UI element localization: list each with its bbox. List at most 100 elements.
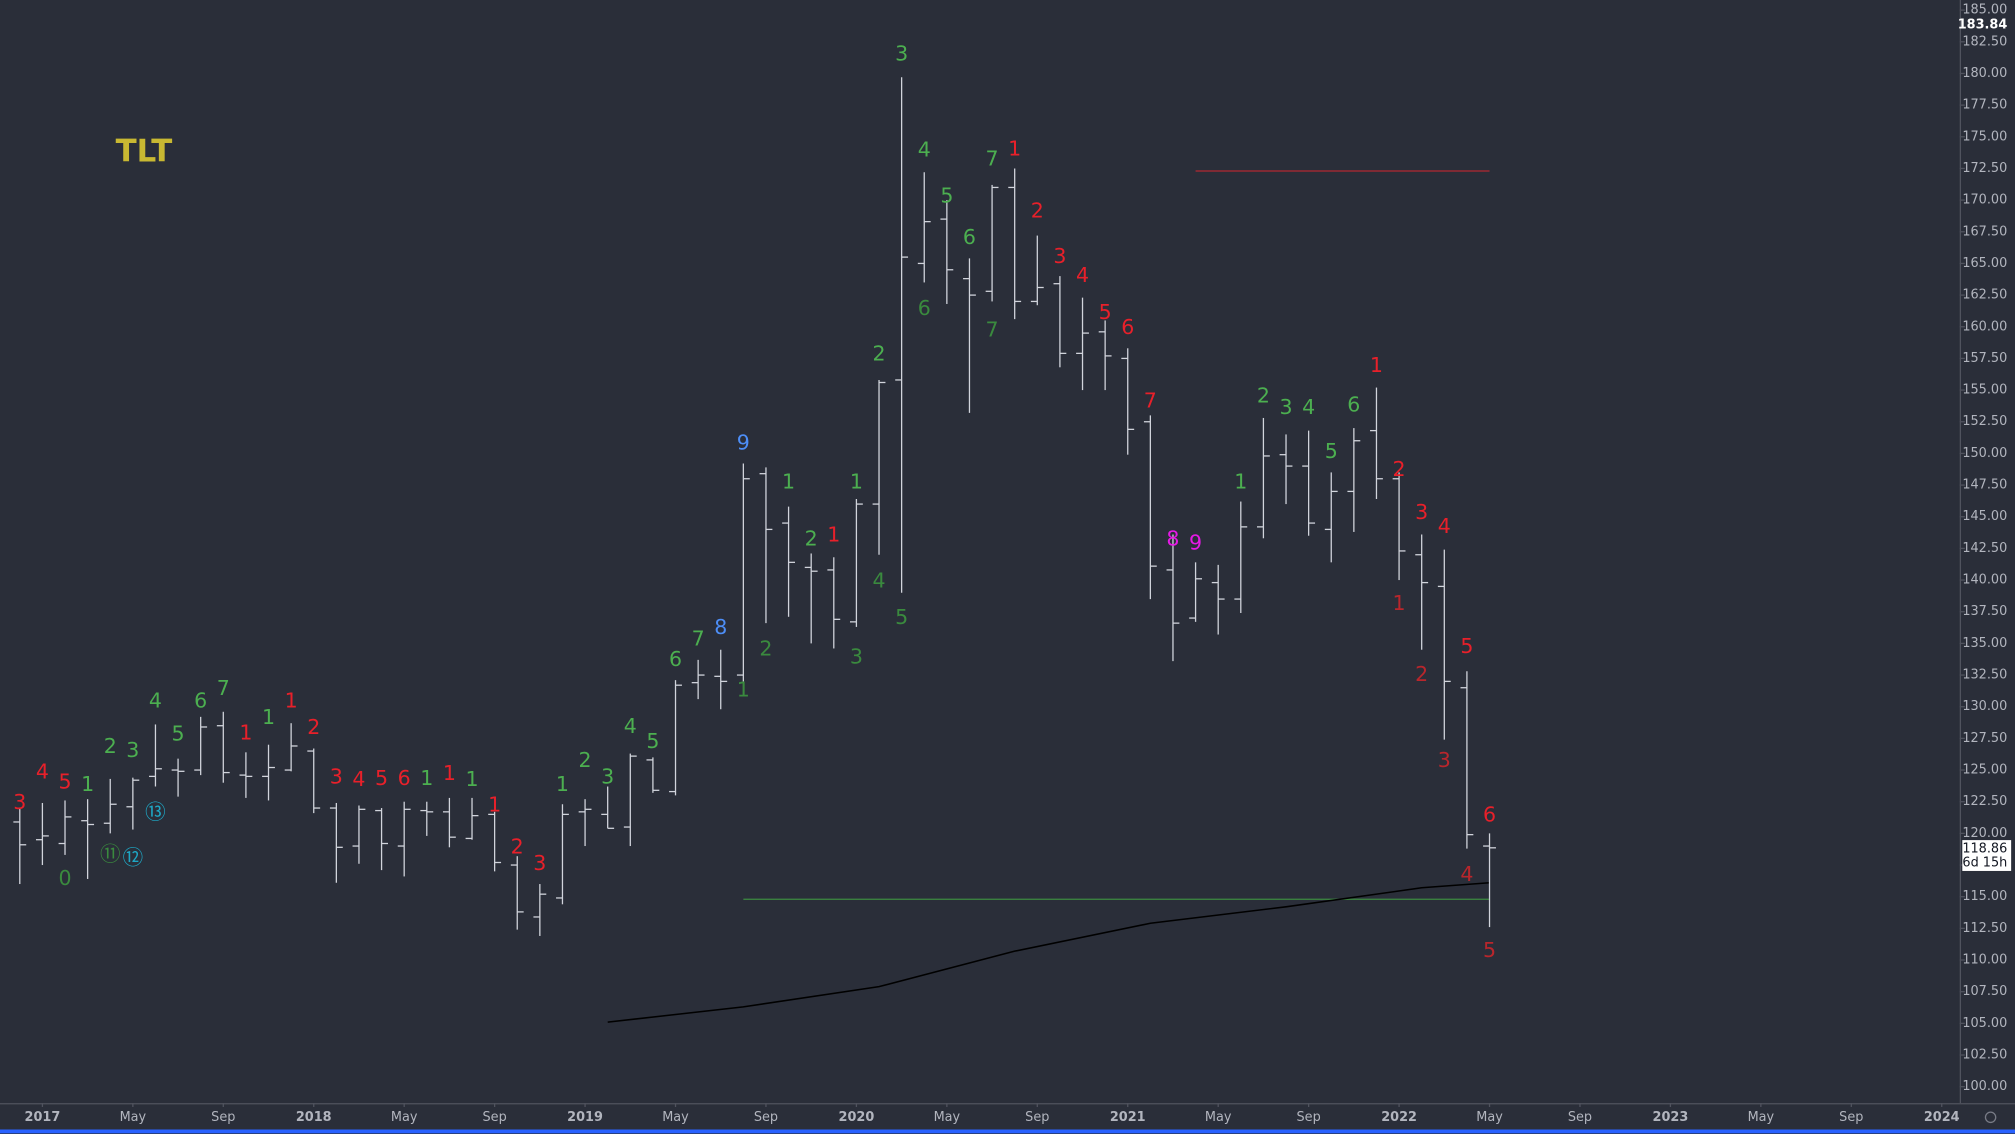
y-tick-label: 112.50 [1962, 921, 2007, 936]
sequence-label: 4 [1302, 395, 1315, 419]
x-tick-label: May [1476, 1110, 1503, 1125]
y-tick-label: 152.50 [1962, 414, 2007, 429]
y-tick-label: 140.00 [1962, 573, 2007, 588]
x-tick-label: 2022 [1381, 1110, 1417, 1125]
x-tick-label: May [391, 1110, 418, 1125]
sequence-label: 1 [420, 766, 433, 790]
y-tick-label: 162.50 [1962, 288, 2007, 303]
sequence-label: 8 [1166, 527, 1179, 551]
settings-icon[interactable] [1984, 1111, 1997, 1124]
sequence-label: 3 [1415, 500, 1428, 524]
x-tick-label: Sep [211, 1110, 235, 1125]
y-tick-label: 145.00 [1962, 509, 2007, 524]
sequence-label: 1 [1393, 591, 1406, 615]
sequence-label: 2 [104, 734, 117, 758]
sequence-label: 1 [556, 772, 569, 796]
y-tick-label: 147.50 [1962, 478, 2007, 493]
sequence-label: 6 [669, 647, 682, 671]
sequence-label: 2 [759, 637, 772, 661]
y-tick-label: 105.00 [1962, 1016, 2007, 1031]
sequence-label: 3 [1053, 244, 1066, 268]
y-tick-label: 155.00 [1962, 383, 2007, 398]
sequence-label: 4 [872, 568, 885, 592]
y-tick-label: 122.50 [1962, 794, 2007, 809]
sequence-label: 2 [1031, 199, 1044, 223]
sequence-label: 1 [488, 793, 501, 817]
y-tick-label: 130.00 [1962, 699, 2007, 714]
sequence-label: 6 [194, 689, 207, 713]
x-tick-label: Sep [1025, 1110, 1049, 1125]
sequence-label: 5 [940, 183, 953, 207]
y-tick-label: 142.50 [1962, 541, 2007, 556]
sequence-label: 4 [36, 760, 49, 784]
y-tick-label: 110.00 [1962, 953, 2007, 968]
y-tick-label: 180.00 [1962, 66, 2007, 81]
sequence-label: 2 [1393, 457, 1406, 481]
sequence-label: 3 [330, 765, 343, 789]
sequence-label: 7 [217, 676, 230, 700]
x-tick-label: Sep [1568, 1110, 1592, 1125]
sequence-label: 1 [850, 470, 863, 494]
sequence-label: 6 [963, 225, 976, 249]
sequence-label: 4 [624, 714, 637, 738]
sequence-label: 0 [58, 866, 71, 890]
y-tick-label: 165.00 [1962, 256, 2007, 271]
sequence-label: 5 [1483, 938, 1496, 962]
sequence-label: 1 [443, 761, 456, 785]
sequence-label: 3 [13, 790, 26, 814]
x-tick-label: May [1205, 1110, 1232, 1125]
x-tick-label: 2017 [25, 1110, 61, 1125]
y-tick-label: 125.00 [1962, 763, 2007, 778]
y-tick-label: 127.50 [1962, 731, 2007, 746]
sequence-label: 3 [126, 738, 139, 762]
last-price-box [1962, 840, 2012, 871]
sequence-label: 1 [285, 689, 298, 713]
y-tick-label: 135.00 [1962, 636, 2007, 651]
sequence-label: 4 [1460, 862, 1473, 886]
sequence-label: 2 [307, 715, 320, 739]
sequence-label: 1 [239, 720, 252, 744]
sequence-label: 4 [352, 767, 365, 791]
sequence-label: 4 [918, 138, 931, 162]
sequence-label: 1 [1370, 353, 1383, 377]
sequence-label: 6 [398, 766, 411, 790]
y-tick-label: 177.50 [1962, 98, 2007, 113]
x-tick-label: 2024 [1924, 1110, 1960, 1125]
x-tick-label: 2021 [1110, 1110, 1146, 1125]
x-tick-label: Sep [754, 1110, 778, 1125]
y-tick-label: 150.00 [1962, 446, 2007, 461]
sequence-label: ⑪ [100, 842, 121, 866]
moving-average [607, 882, 1490, 1023]
sequence-label: 2 [872, 342, 885, 366]
y-tick-label: 102.50 [1962, 1048, 2007, 1063]
sequence-label: 2 [1415, 662, 1428, 686]
sequence-label: 5 [646, 729, 659, 753]
sequence-label: 9 [1189, 530, 1202, 554]
sequence-label: 7 [986, 147, 999, 171]
sequence-label: 7 [692, 627, 705, 651]
y-tick-label: 167.50 [1962, 224, 2007, 239]
sequence-label: 6 [1483, 803, 1496, 827]
y-tick-label: 132.50 [1962, 668, 2007, 683]
y-tick-label: 157.50 [1962, 351, 2007, 366]
sequence-label: 1 [737, 677, 750, 701]
sequence-label: 5 [1460, 634, 1473, 658]
x-tick-label: May [1748, 1110, 1775, 1125]
x-tick-label: 2020 [839, 1110, 875, 1125]
sequence-label: 6 [918, 296, 931, 320]
x-tick-label: May [120, 1110, 147, 1125]
sequence-label: 3 [601, 765, 614, 789]
sequence-label: ⑬ [145, 800, 166, 824]
sequence-label: 1 [1234, 470, 1247, 494]
x-tick-label: 2023 [1653, 1110, 1689, 1125]
y-tick-label: 185.00 [1962, 3, 2007, 18]
y-tick-label: 172.50 [1962, 161, 2007, 176]
y-tick-label: 115.00 [1962, 889, 2007, 904]
sequence-label: 1 [1008, 136, 1021, 160]
sequence-label: 2 [805, 527, 818, 551]
x-tick-label: 2018 [296, 1110, 332, 1125]
sequence-label: 6 [1121, 315, 1134, 339]
